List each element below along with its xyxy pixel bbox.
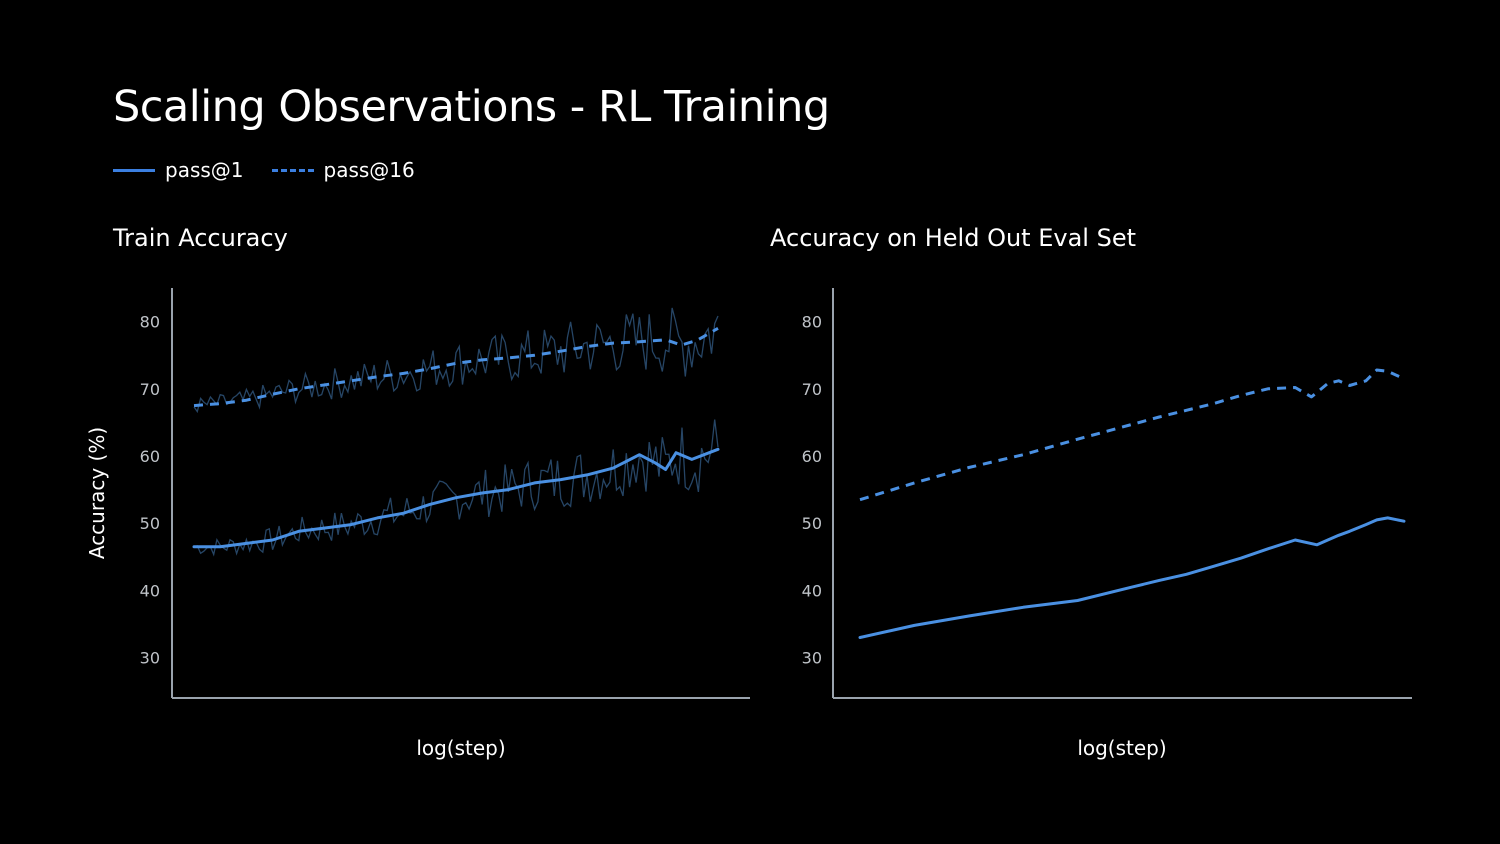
- y-axis-label: Accuracy (%): [85, 427, 109, 559]
- y-tick-label: 30: [802, 649, 822, 668]
- legend-solid-line-icon: [113, 168, 155, 172]
- series-line-pass16: [859, 368, 1405, 502]
- y-tick-label: 40: [140, 581, 160, 600]
- right-panel-title: Accuracy on Held Out Eval Set: [770, 224, 1136, 252]
- left-panel-title: Train Accuracy: [113, 224, 288, 252]
- y-tick-label: 80: [802, 313, 822, 332]
- y-tick-label: 30: [140, 649, 160, 668]
- legend-item-pass16: pass@16: [271, 158, 415, 182]
- series-line-pass1: [858, 516, 1406, 639]
- legend-label: pass@1: [165, 158, 244, 182]
- y-tick-label: 50: [140, 514, 160, 533]
- series-line-pass16: [193, 327, 719, 408]
- y-tick-label: 70: [140, 380, 160, 399]
- series-line-pass1: [192, 447, 720, 549]
- legend-item-pass1: pass@1: [113, 158, 244, 182]
- legend-label: pass@16: [323, 158, 415, 182]
- legend: pass@1 pass@16: [113, 155, 443, 185]
- legend-dashed-line-icon: [271, 168, 314, 172]
- x-axis-label: log(step): [416, 736, 505, 760]
- page-title: Scaling Observations - RL Training: [113, 82, 830, 132]
- y-tick-label: 80: [140, 313, 160, 332]
- raw-trace-pass16: [193, 307, 719, 414]
- y-tick-label: 40: [802, 581, 822, 600]
- y-tick-label: 70: [802, 380, 822, 399]
- raw-trace-pass1: [193, 419, 719, 557]
- y-tick-label: 50: [802, 514, 822, 533]
- y-tick-label: 60: [140, 447, 160, 466]
- x-axis-label: log(step): [1077, 736, 1166, 760]
- y-tick-label: 60: [802, 447, 822, 466]
